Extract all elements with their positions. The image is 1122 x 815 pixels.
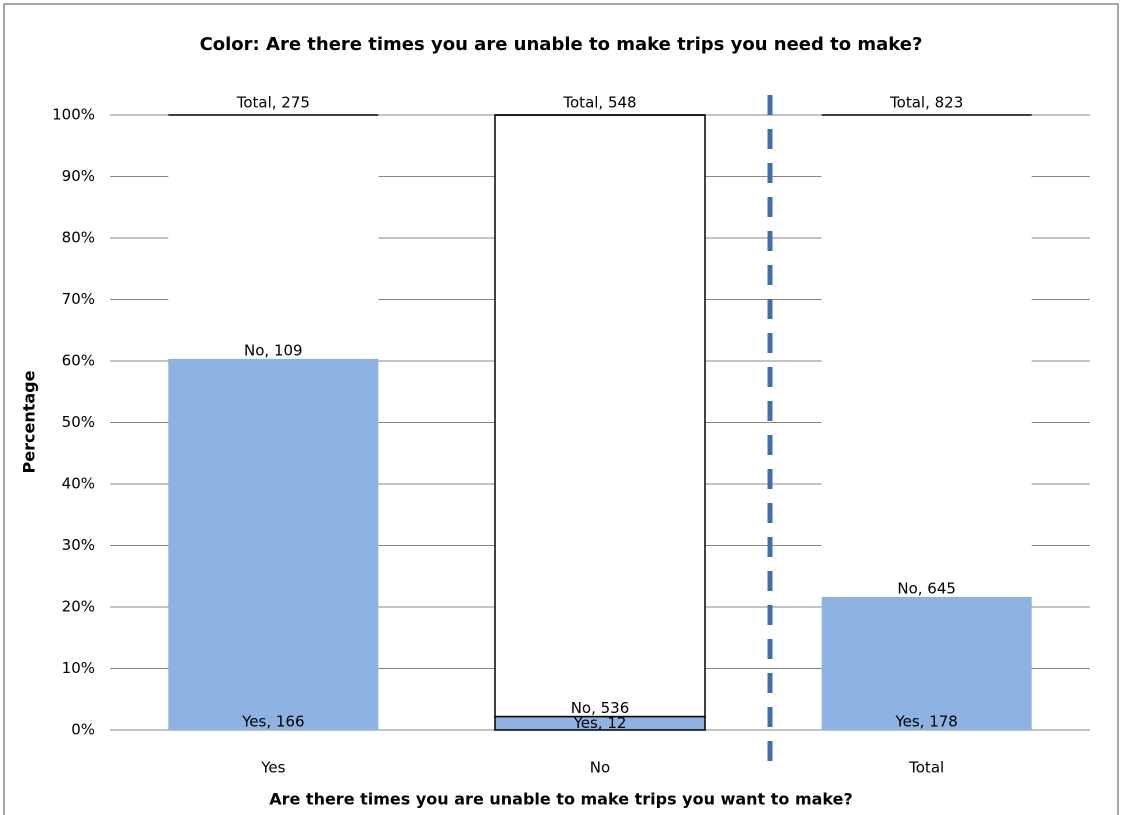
chart-title: Color: Are there times you are unable to… xyxy=(200,34,923,55)
data-label: Yes, 166 xyxy=(241,713,304,731)
x-tick-label: No xyxy=(590,759,610,777)
x-tick-label: Yes xyxy=(260,759,285,777)
bar-segment xyxy=(821,596,1032,730)
bar-segment xyxy=(168,358,379,730)
data-label: No, 645 xyxy=(897,579,956,597)
data-label: No, 109 xyxy=(244,341,303,359)
y-tick-label: 80% xyxy=(62,229,95,247)
bar-segment xyxy=(821,115,1032,597)
data-label: Yes, 178 xyxy=(894,713,957,731)
total-label: Total, 548 xyxy=(562,94,636,112)
y-tick-label: 20% xyxy=(62,598,95,616)
y-axis-title: Percentage xyxy=(20,370,39,473)
chart-frame xyxy=(3,3,1119,815)
data-label: No, 536 xyxy=(571,699,630,717)
y-tick-label: 10% xyxy=(62,659,95,677)
y-tick-label: 50% xyxy=(62,413,95,431)
bar-segment xyxy=(168,115,379,359)
y-tick-label: 40% xyxy=(62,475,95,493)
total-label: Total, 275 xyxy=(236,94,310,112)
y-tick-label: 70% xyxy=(62,290,95,308)
data-label: Yes, 12 xyxy=(573,714,627,732)
y-tick-label: 90% xyxy=(62,167,95,185)
bar-segment xyxy=(494,114,706,718)
y-tick-label: 30% xyxy=(62,536,95,554)
x-axis-title: Are there times you are unable to make t… xyxy=(269,790,853,809)
y-tick-label: 60% xyxy=(62,352,95,370)
x-tick-label: Total xyxy=(908,759,944,777)
y-tick-label: 0% xyxy=(71,721,95,739)
total-label: Total, 823 xyxy=(889,94,963,112)
y-tick-label: 100% xyxy=(52,106,95,124)
